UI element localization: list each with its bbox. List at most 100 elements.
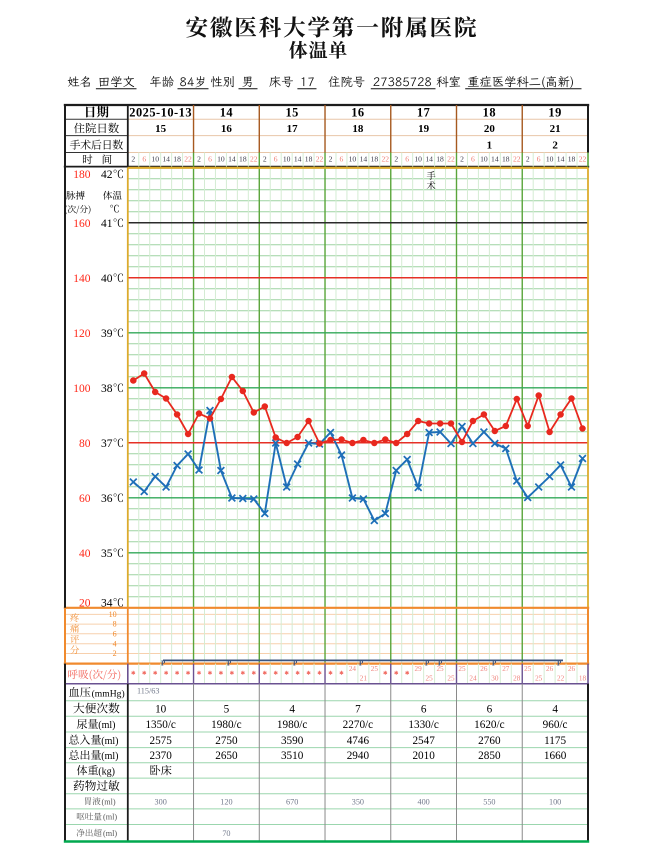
svg-text:10: 10: [109, 610, 117, 619]
svg-text:16: 16: [221, 123, 233, 135]
svg-text:22: 22: [513, 155, 521, 164]
svg-text:14: 14: [491, 155, 499, 164]
svg-text:(kg): (kg): [98, 766, 115, 777]
svg-text:(ml): (ml): [101, 736, 118, 747]
svg-text:4: 4: [113, 639, 117, 648]
svg-text:1980/c: 1980/c: [277, 719, 307, 731]
svg-text:(ml): (ml): [103, 829, 117, 838]
svg-text:P: P: [492, 659, 497, 667]
svg-text:2650: 2650: [215, 750, 238, 762]
svg-text:350: 350: [352, 797, 364, 806]
svg-text:24: 24: [469, 675, 477, 683]
svg-text:2: 2: [526, 155, 530, 164]
svg-text:2575: 2575: [149, 735, 172, 747]
svg-text:22: 22: [447, 155, 455, 164]
svg-text:4: 4: [289, 704, 295, 716]
svg-text:10: 10: [217, 155, 225, 164]
svg-text:2: 2: [113, 649, 117, 658]
svg-text:14: 14: [294, 155, 302, 164]
svg-text:29: 29: [415, 665, 423, 673]
svg-text:120: 120: [73, 328, 91, 340]
svg-text:20: 20: [484, 123, 496, 135]
svg-text:22: 22: [557, 675, 565, 683]
svg-text:18: 18: [579, 675, 587, 683]
svg-text:36: 36: [101, 493, 113, 505]
svg-text:670: 670: [286, 797, 298, 806]
svg-text:18: 18: [352, 123, 364, 135]
svg-text:18: 18: [502, 155, 510, 164]
svg-text:6: 6: [405, 155, 409, 164]
svg-text:18: 18: [371, 155, 379, 164]
svg-text:37: 37: [101, 438, 113, 450]
svg-text:6: 6: [537, 155, 541, 164]
svg-text:6: 6: [113, 629, 117, 638]
svg-text:40: 40: [101, 273, 113, 285]
svg-text:25: 25: [436, 665, 444, 673]
svg-text:4: 4: [552, 704, 558, 716]
svg-text:19: 19: [548, 105, 561, 119]
svg-text:19: 19: [418, 123, 430, 135]
svg-text:10: 10: [155, 704, 167, 716]
svg-text:100: 100: [549, 797, 561, 806]
svg-text:5: 5: [224, 704, 230, 716]
svg-text:30: 30: [491, 675, 499, 683]
svg-text:6: 6: [142, 155, 146, 164]
svg-text:1660: 1660: [544, 750, 567, 762]
svg-text:22: 22: [579, 155, 587, 164]
svg-text:(mmHg): (mmHg): [92, 688, 125, 699]
svg-text:7: 7: [355, 704, 361, 716]
svg-text:21: 21: [360, 675, 368, 683]
svg-text:(ml): (ml): [102, 797, 116, 806]
svg-text:6: 6: [487, 704, 493, 716]
svg-text:P: P: [359, 659, 364, 667]
svg-text:120: 120: [220, 797, 232, 806]
svg-text:22: 22: [250, 155, 258, 164]
svg-text:1980/c: 1980/c: [211, 719, 241, 731]
svg-text:25: 25: [458, 665, 466, 673]
svg-text:14: 14: [557, 155, 565, 164]
svg-text:14: 14: [425, 155, 433, 164]
svg-text:10: 10: [414, 155, 422, 164]
svg-text:25: 25: [524, 665, 532, 673]
svg-text:6: 6: [340, 155, 344, 164]
svg-text:26: 26: [480, 665, 488, 673]
svg-text:2850: 2850: [478, 750, 501, 762]
svg-text:4746: 4746: [347, 735, 370, 747]
svg-text:70: 70: [222, 829, 230, 838]
svg-text:180: 180: [73, 169, 91, 181]
svg-text:18: 18: [568, 155, 576, 164]
svg-text:18: 18: [305, 155, 313, 164]
svg-text:60: 60: [79, 493, 91, 505]
svg-text:2: 2: [263, 155, 267, 164]
svg-text:2: 2: [329, 155, 333, 164]
svg-text:2370: 2370: [149, 750, 172, 762]
svg-text:6: 6: [471, 155, 475, 164]
svg-text:38: 38: [101, 383, 113, 395]
svg-text:1350/c: 1350/c: [145, 719, 175, 731]
svg-text:8: 8: [113, 620, 117, 629]
svg-text:1175: 1175: [544, 735, 566, 747]
svg-text:14: 14: [360, 155, 368, 164]
svg-text:42: 42: [101, 169, 113, 181]
svg-text:10: 10: [480, 155, 488, 164]
svg-text:2: 2: [131, 155, 135, 164]
svg-text:160: 160: [73, 218, 91, 230]
svg-text:2010: 2010: [412, 750, 435, 762]
svg-text:17: 17: [417, 105, 430, 119]
svg-text:16: 16: [351, 105, 364, 119]
svg-text:41: 41: [101, 218, 113, 230]
svg-text:(ml): (ml): [98, 720, 115, 731]
svg-text:25: 25: [535, 675, 543, 683]
svg-text:550: 550: [483, 797, 495, 806]
svg-text:80: 80: [79, 438, 91, 450]
svg-text:6: 6: [208, 155, 212, 164]
svg-text:27: 27: [502, 665, 510, 673]
svg-text:18: 18: [239, 155, 247, 164]
svg-text:25: 25: [447, 675, 455, 683]
svg-text:10: 10: [349, 155, 357, 164]
svg-text:25: 25: [426, 675, 434, 683]
svg-text:115/63: 115/63: [137, 687, 159, 696]
svg-text:2750: 2750: [215, 735, 238, 747]
svg-text:3510: 3510: [281, 750, 304, 762]
svg-text:2547: 2547: [412, 735, 435, 747]
